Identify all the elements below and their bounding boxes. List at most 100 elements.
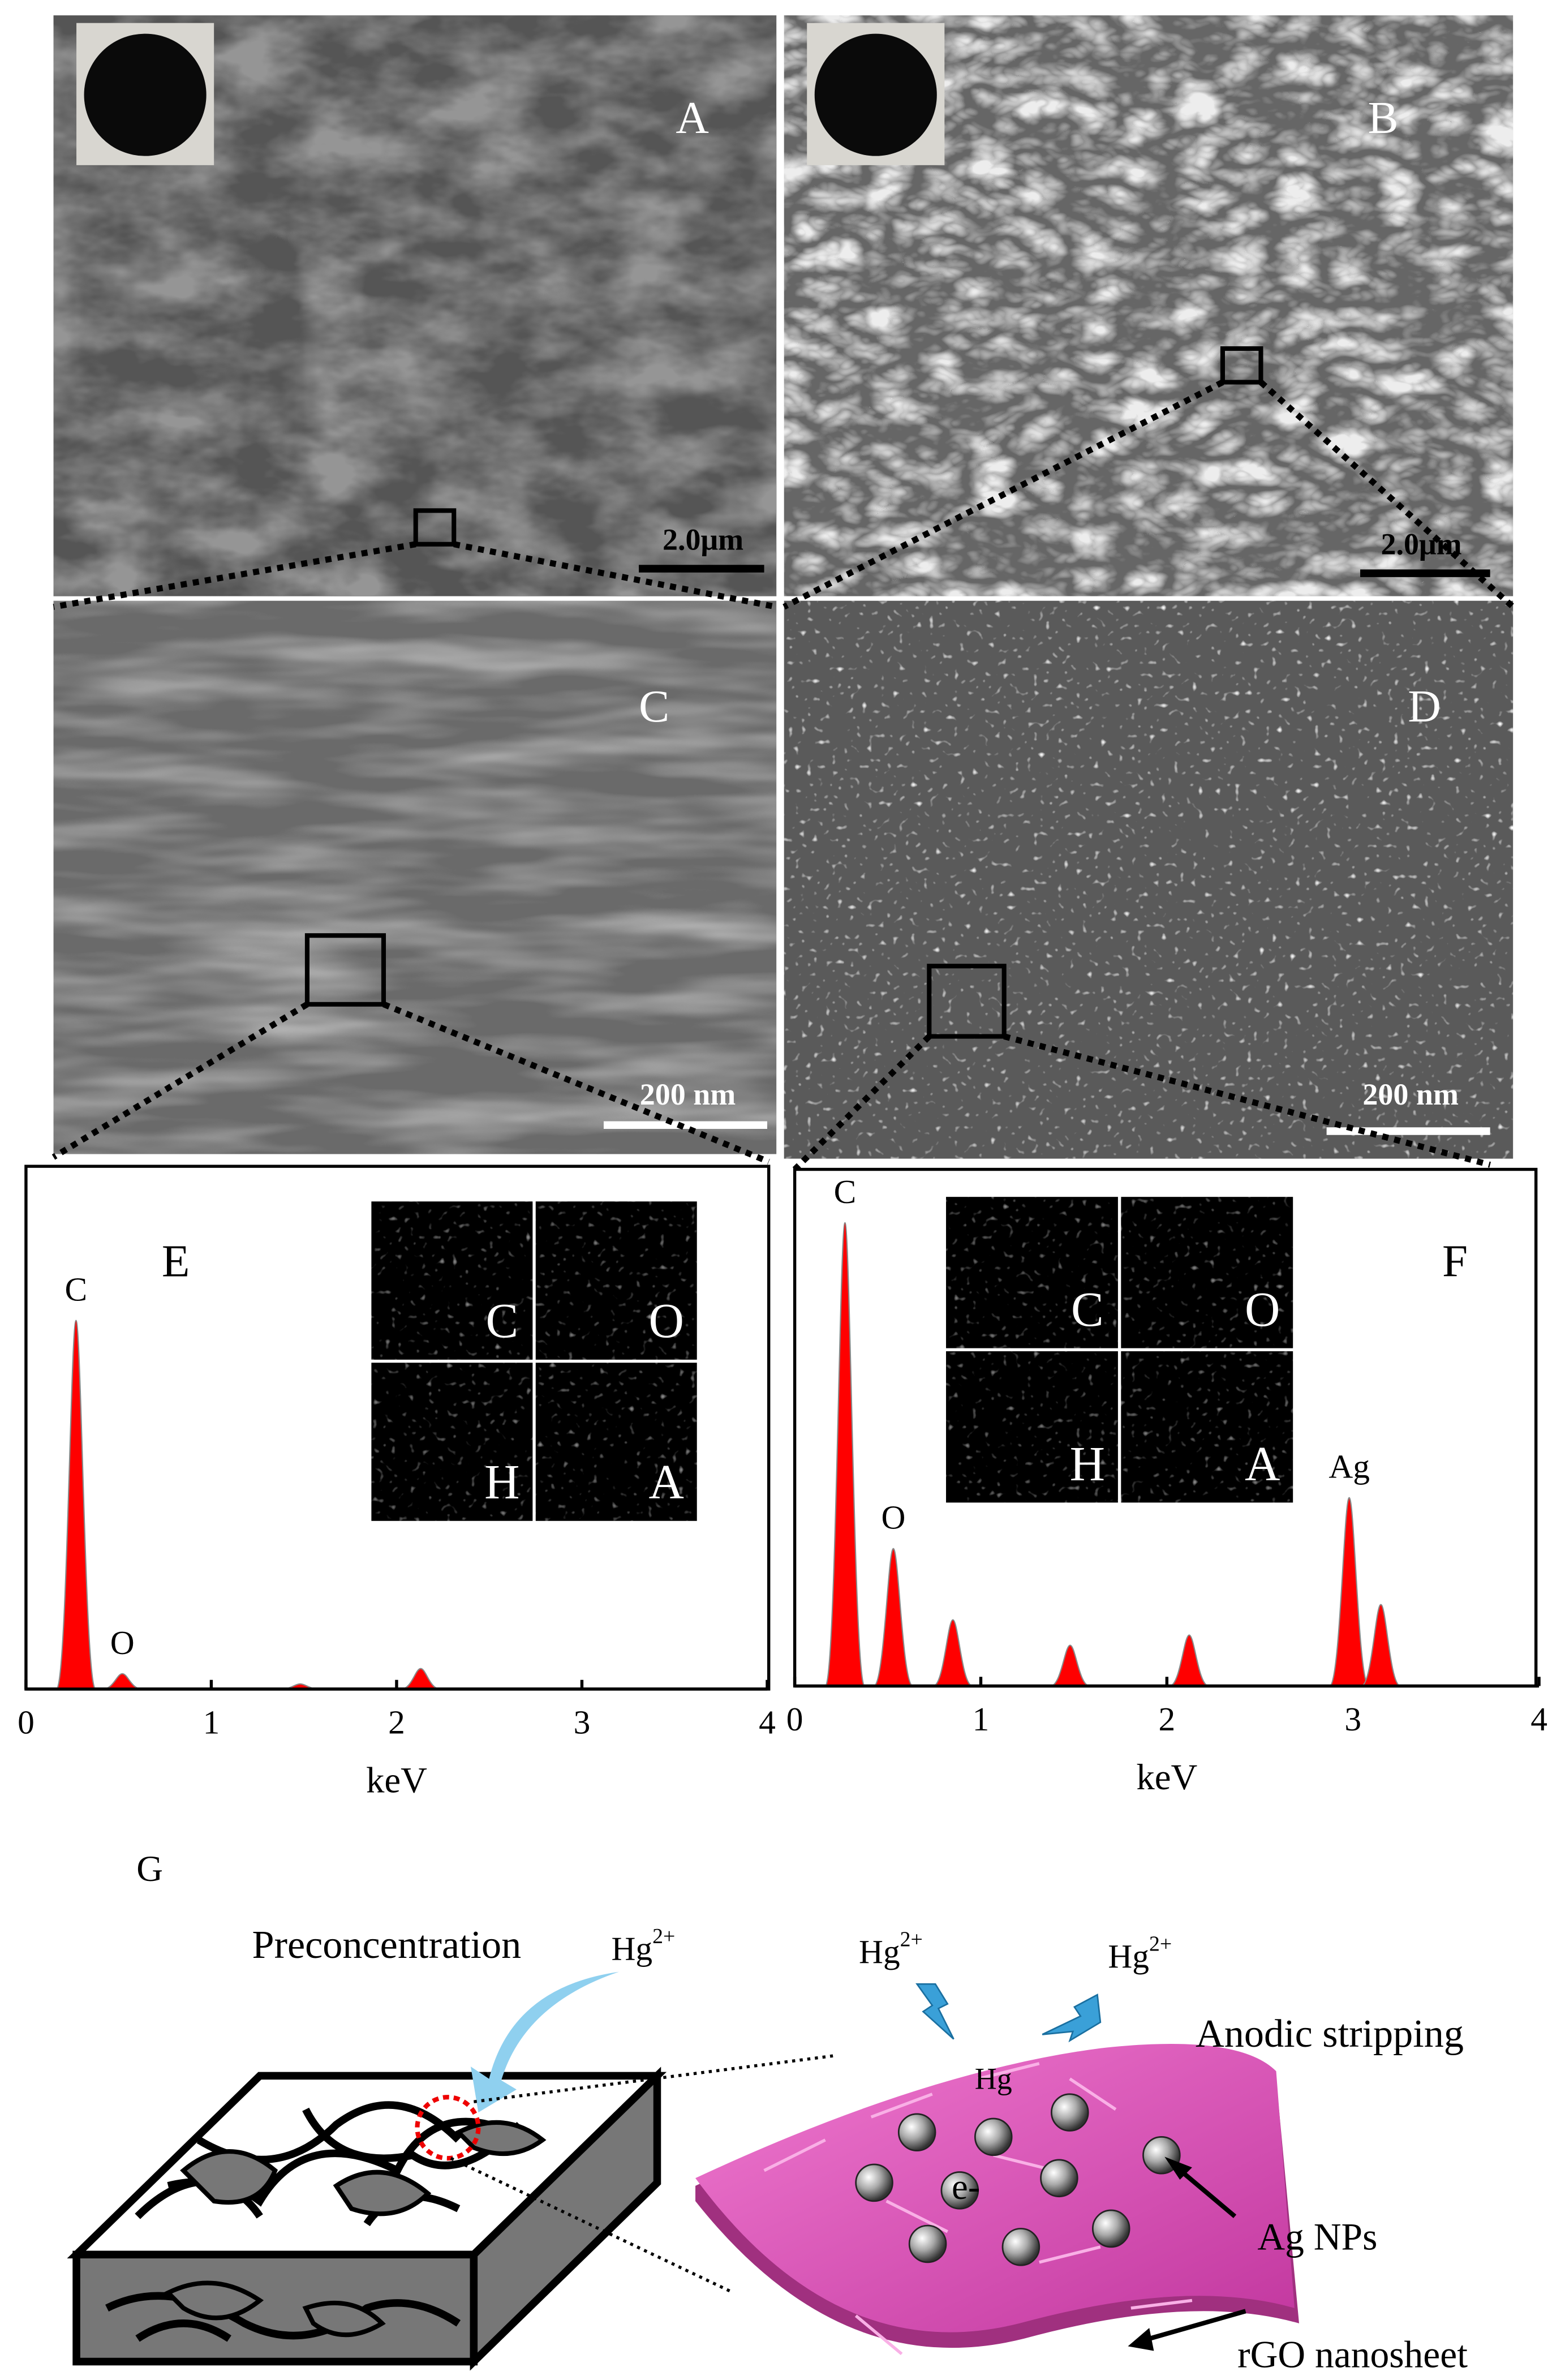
sheet (695, 2043, 1295, 2332)
bolt (1042, 1994, 1102, 2043)
x-tick-label: 3 (1344, 1700, 1361, 1738)
panel-label: B (1368, 92, 1399, 143)
micrographs: A 2.0μm B 2.0μm C 200 nm D 200 nm (51, 15, 1515, 1172)
particle (974, 2117, 1013, 2156)
peak-label: Ag (1328, 1448, 1370, 1485)
x-tick-label: 4 (759, 1703, 776, 1741)
arrow (470, 1971, 619, 2113)
map-label: C (486, 1294, 519, 1348)
pointer-head (1128, 2328, 1154, 2351)
zoom-circle (415, 2095, 481, 2161)
map-label: O (1245, 1282, 1280, 1337)
scale-label: 2.0μm (1381, 527, 1462, 561)
particle (855, 2163, 893, 2202)
map-label: H (1070, 1437, 1105, 1491)
element-map-signal (1121, 1197, 1293, 1348)
zoom-line (453, 541, 777, 610)
peak-label: O (110, 1624, 135, 1661)
x-tick-label: 4 (1530, 1700, 1547, 1738)
x-axis-label: keV (366, 1760, 427, 1801)
particle (908, 2224, 947, 2263)
zoom-line (53, 541, 416, 610)
element-map-signal (946, 1351, 1118, 1503)
panel-label: G (136, 1849, 163, 1889)
x-tick-label: 2 (1158, 1700, 1175, 1738)
x-tick-label: 0 (18, 1703, 35, 1741)
peak (824, 1222, 866, 1687)
panel-label: D (1408, 681, 1441, 732)
particle-label: Ag NPs (1257, 2216, 1377, 2258)
scale-label: 2.0μm (663, 522, 743, 556)
peak (1361, 1604, 1401, 1687)
sheet-label: rGO nanosheet (1237, 2334, 1468, 2376)
x-tick-label: 0 (786, 1700, 803, 1738)
map-label: H (484, 1455, 519, 1509)
peak-label: C (834, 1173, 857, 1210)
zoom-line (1003, 1033, 1491, 1168)
ion-label: Hg2+ (1108, 1932, 1172, 1974)
x-tick-label: 2 (388, 1703, 405, 1741)
element-map-signal (371, 1201, 533, 1360)
zoom-line (1258, 380, 1515, 609)
particle (1001, 2228, 1041, 2266)
zoom-box (1220, 346, 1263, 385)
peak (55, 1320, 96, 1690)
block-domains (164, 2120, 547, 2338)
pointer-head (1164, 2156, 1192, 2180)
step-label: Preconcentration (252, 1923, 522, 1967)
particle (1040, 2159, 1078, 2198)
ion-charge: 2+ (1149, 1932, 1172, 1956)
zoom-line (51, 1002, 309, 1160)
x-tick-label: 1 (973, 1700, 990, 1738)
panel-label: E (162, 1235, 190, 1286)
zoom-box (413, 508, 457, 547)
ion-label: Hg2+ (611, 1924, 675, 1967)
pointer (1138, 2309, 1246, 2344)
photo-disc (814, 33, 937, 156)
x-tick-label: 1 (203, 1703, 220, 1741)
zoom-line (782, 379, 1224, 610)
peak (933, 1619, 973, 1687)
bolt (915, 1983, 955, 2040)
element-map-signal (535, 1363, 697, 1521)
micrograph-texture (53, 600, 777, 1154)
peak (102, 1673, 142, 1690)
panel-label: A (676, 92, 709, 143)
micrograph-texture (784, 600, 1514, 1159)
peak (873, 1548, 914, 1687)
block-side (470, 2067, 661, 2371)
particle (1051, 2093, 1089, 2132)
particle (940, 2171, 979, 2210)
map-label: A (649, 1455, 684, 1509)
spectra: 0 1 2 3 4 keV E C O C O H A 0 1 2 3 4 keV F C O Ag C O H A (18, 1165, 1547, 1801)
schematic: G Preconcentration Anodic stripping Hg e… (67, 1849, 1468, 2376)
ion-base: Hg (859, 1933, 900, 1970)
ion-base: Hg (611, 1930, 652, 1967)
peak (401, 1668, 441, 1690)
particle (897, 2113, 936, 2152)
particle (1091, 2209, 1130, 2248)
ion-charge: 2+ (900, 1927, 923, 1951)
pointer (1175, 2166, 1237, 2218)
zoom-line (450, 2156, 734, 2295)
peak-label: O (881, 1499, 905, 1536)
panel-label: F (1442, 1235, 1468, 1286)
map-label: O (649, 1294, 684, 1348)
element-map-signal (1121, 1351, 1293, 1503)
zoom-box (927, 964, 1007, 1039)
panel-label: C (639, 681, 669, 732)
element-map-signal (371, 1363, 533, 1521)
zoom-line (382, 1001, 770, 1165)
metal-label: Hg (975, 2062, 1012, 2096)
x-tick-label: 3 (574, 1703, 591, 1741)
peak (1050, 1644, 1090, 1687)
map-label: A (1245, 1437, 1280, 1491)
step-label: Anodic stripping (1196, 2012, 1464, 2056)
x-axis-label: keV (1136, 1757, 1197, 1798)
photo-disc (84, 33, 207, 156)
peak (1169, 1634, 1209, 1687)
ion-base: Hg (1108, 1937, 1149, 1975)
peak (1328, 1497, 1370, 1687)
peak-label: C (65, 1270, 88, 1308)
